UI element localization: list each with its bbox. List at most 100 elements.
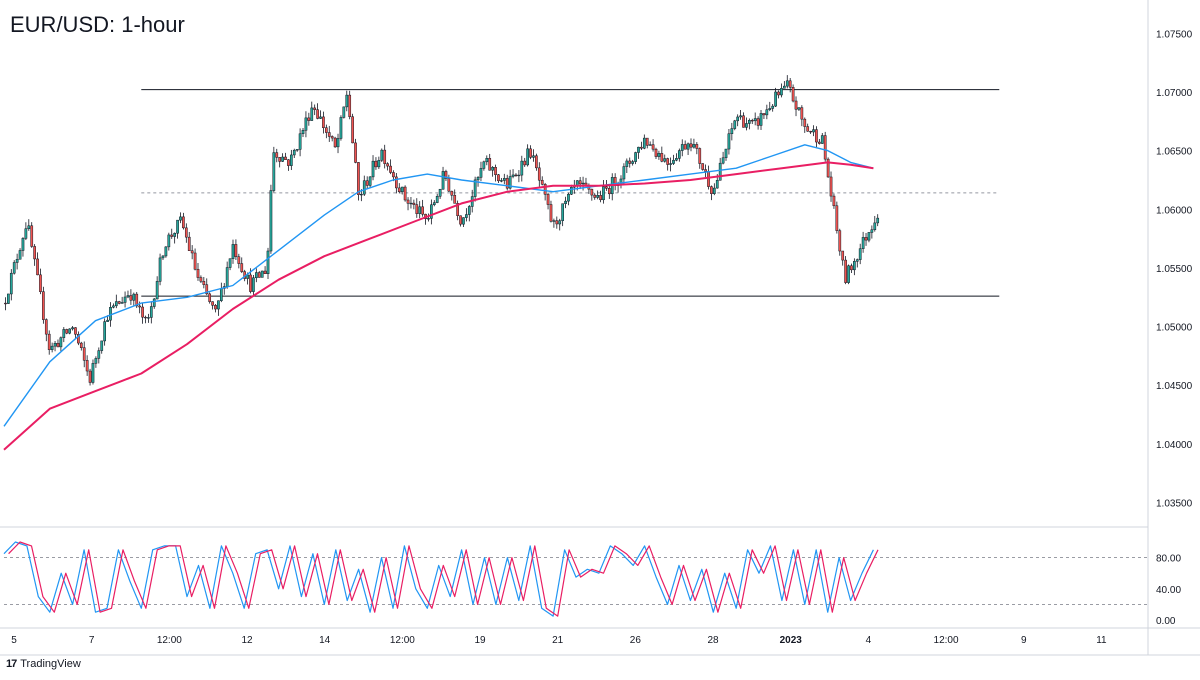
candle-body <box>9 272 13 295</box>
candle-body <box>234 244 238 257</box>
candle-body <box>847 265 850 283</box>
candle-body <box>430 204 433 219</box>
candle-body <box>459 215 462 225</box>
time-tick-label: 2023 <box>780 635 803 646</box>
candle-body <box>144 316 147 319</box>
candle-body <box>362 180 366 195</box>
candle-body <box>217 300 220 310</box>
candle-body <box>482 161 486 169</box>
candle-body <box>149 306 153 318</box>
candle-body <box>797 107 801 110</box>
candle-body <box>325 127 328 133</box>
candle-body <box>237 256 241 264</box>
candle-body <box>715 180 719 189</box>
candle-body <box>753 118 757 122</box>
candle-body <box>44 319 48 335</box>
candle-body <box>642 137 646 149</box>
candle-body <box>485 158 489 163</box>
candle-body <box>479 168 483 178</box>
candle-body <box>718 162 722 181</box>
candle-body <box>152 298 156 307</box>
time-tick-label: 9 <box>1021 635 1027 646</box>
candle-body <box>106 319 109 322</box>
candle-body <box>71 327 74 330</box>
candle-body <box>263 270 267 274</box>
candle-body <box>788 80 792 88</box>
candle-body <box>161 255 165 259</box>
candle-body <box>27 225 31 229</box>
candle-body <box>432 202 436 206</box>
time-tick-label: 28 <box>707 635 719 646</box>
candle-body <box>826 158 830 178</box>
candle-body <box>103 321 106 342</box>
candle-body <box>292 149 296 156</box>
candle-body <box>497 174 500 182</box>
candle-body <box>307 117 311 121</box>
candle-body <box>392 172 395 178</box>
candle-body <box>62 329 66 338</box>
candle-body <box>654 148 658 157</box>
candle-body <box>173 232 177 237</box>
candle-body <box>745 123 748 128</box>
candle-body <box>578 180 582 185</box>
candle-body <box>707 171 710 187</box>
candle-body <box>50 345 54 350</box>
candle-body <box>257 272 261 278</box>
candle-body <box>400 186 404 192</box>
candle-body <box>447 178 451 192</box>
candle-body <box>537 167 541 181</box>
candle-body <box>158 257 162 282</box>
candle-body <box>532 155 535 158</box>
candle-body <box>677 150 681 159</box>
candle-body <box>109 307 112 321</box>
candle-body <box>829 176 833 197</box>
candle-body <box>747 120 751 124</box>
tradingview-brand: 17 TradingView <box>6 658 81 670</box>
candle-body <box>132 293 136 301</box>
candle-body <box>170 234 174 237</box>
candle-body <box>555 220 559 225</box>
time-tick-label: 12:00 <box>157 635 182 646</box>
candle-body <box>581 182 585 185</box>
candle-body <box>567 194 570 202</box>
candle-body <box>785 80 789 87</box>
candle-body <box>660 153 664 162</box>
candle-body <box>701 163 705 170</box>
candle-body <box>138 305 141 308</box>
candle-body <box>794 100 798 110</box>
candle-body <box>838 230 842 252</box>
candle-body <box>666 158 670 165</box>
candle-body <box>284 156 287 160</box>
candle-body <box>491 167 494 171</box>
candle-body <box>196 268 200 278</box>
candle-body <box>783 85 786 89</box>
candle-body <box>648 144 652 146</box>
candle-body <box>30 225 34 247</box>
candle-body <box>818 141 821 144</box>
candle-body <box>625 160 629 167</box>
candle-body <box>287 159 290 166</box>
candle-body <box>360 193 363 196</box>
candle-body <box>339 117 343 139</box>
candle-body <box>645 137 649 146</box>
candle-body <box>450 190 454 196</box>
candle-body <box>39 274 42 292</box>
candle-body <box>622 166 626 180</box>
candle-body <box>686 143 690 150</box>
candle-body <box>100 340 104 351</box>
price-tick-label: 1.06500 <box>1156 147 1193 158</box>
candle-body <box>219 288 223 301</box>
candle-body <box>520 160 524 176</box>
candle-body <box>806 126 810 132</box>
candle-body <box>733 120 737 129</box>
candle-body <box>117 301 121 304</box>
stoch-tick-label: 80.00 <box>1156 554 1181 565</box>
candle-body <box>193 252 197 270</box>
candle-body <box>441 171 445 190</box>
candle-body <box>855 259 859 262</box>
candle-body <box>79 342 83 348</box>
candle-body <box>529 148 532 158</box>
candle-body <box>526 148 529 166</box>
candle-body <box>412 202 416 205</box>
